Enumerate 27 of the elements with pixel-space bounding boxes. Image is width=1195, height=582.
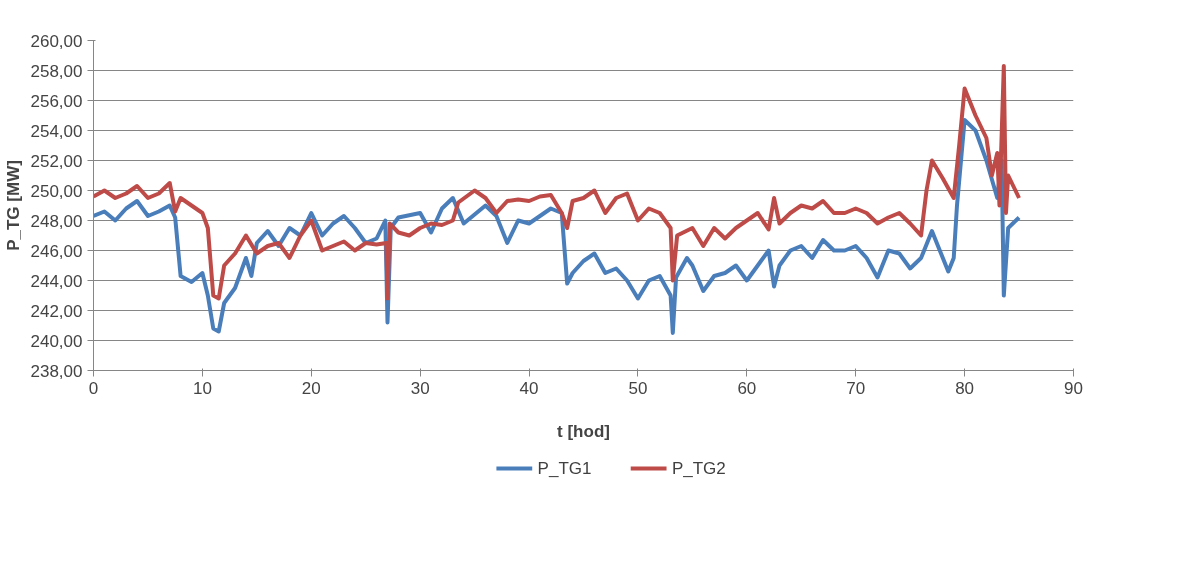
y-tick-label: 246,00 (30, 241, 83, 261)
x-tick-label: 0 (88, 378, 99, 398)
x-tick-label: 90 (1064, 378, 1083, 398)
x-tick-label: 50 (628, 378, 648, 398)
y-tick-label: 252,00 (30, 151, 83, 171)
y-tick-label: 260,00 (30, 31, 83, 51)
x-tick-label: 70 (846, 378, 866, 398)
y-tick-label: 250,00 (30, 181, 83, 201)
y-tick-label: 258,00 (30, 61, 83, 81)
x-tick-label: 20 (301, 378, 321, 398)
line-series (93, 64, 1022, 301)
legend-label: P_TG2 (671, 459, 726, 478)
x-tick-label: 30 (410, 378, 430, 398)
legend-label: P_TG1 (537, 459, 592, 478)
x-tick-label: 40 (519, 378, 539, 398)
y-tick-label: 242,00 (30, 301, 83, 321)
x-tick-label: 80 (955, 378, 975, 398)
y-tick-label: 240,00 (30, 331, 83, 351)
x-tick-label: 60 (737, 378, 757, 398)
x-axis-title: t [hod] (557, 421, 610, 441)
y-tick-label: 248,00 (30, 211, 83, 231)
y-tick-label: 244,00 (30, 271, 83, 291)
y-tick-label: 254,00 (30, 121, 83, 141)
y-tick-label: 238,00 (30, 361, 83, 381)
x-tick-label: 10 (192, 378, 212, 398)
y-tick-label: 256,00 (30, 91, 83, 111)
y-axis-title: P_TG [MW] (3, 160, 23, 251)
